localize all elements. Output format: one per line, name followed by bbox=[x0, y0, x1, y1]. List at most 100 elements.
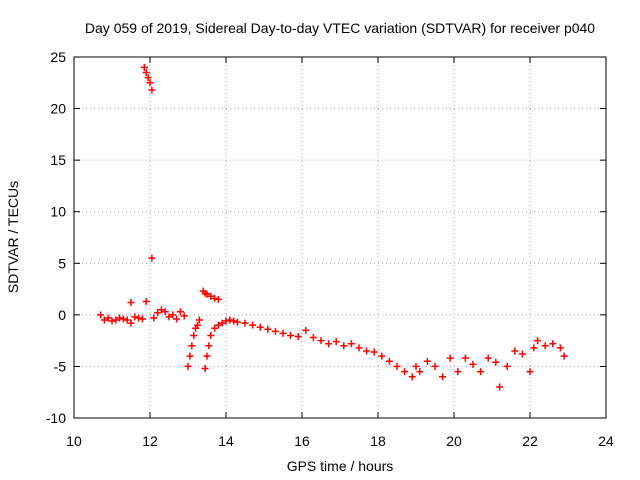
y-tick-label: 5 bbox=[58, 255, 66, 271]
data-point bbox=[161, 308, 169, 316]
y-tick-label: 10 bbox=[50, 204, 66, 220]
x-tick-label: 22 bbox=[522, 433, 538, 449]
data-point bbox=[556, 344, 564, 352]
data-point bbox=[526, 368, 534, 376]
data-point bbox=[541, 342, 549, 350]
data-point bbox=[271, 327, 279, 335]
data-point bbox=[256, 323, 264, 331]
data-point bbox=[112, 316, 120, 324]
data-point bbox=[207, 292, 215, 300]
data-point bbox=[408, 373, 416, 381]
data-point bbox=[534, 337, 542, 345]
x-tick-label: 18 bbox=[370, 433, 386, 449]
data-point bbox=[108, 317, 116, 325]
data-point bbox=[233, 318, 241, 326]
data-point bbox=[138, 315, 146, 323]
data-points bbox=[97, 63, 568, 391]
data-point bbox=[355, 344, 363, 352]
data-point bbox=[173, 315, 181, 323]
data-point bbox=[142, 68, 150, 76]
data-point bbox=[518, 350, 526, 358]
chart-title: Day 059 of 2019, Sidereal Day-to-day VTE… bbox=[85, 20, 595, 36]
data-point bbox=[461, 354, 469, 362]
data-point bbox=[477, 368, 485, 376]
data-point bbox=[144, 74, 152, 82]
data-point bbox=[146, 79, 154, 87]
tick-labels: 10 12 14 16 18 20 22 24 -10 -5 0 5 10 15 20 25 bbox=[46, 49, 614, 449]
x-tick-label: 20 bbox=[446, 433, 462, 449]
y-tick-label: 25 bbox=[50, 49, 66, 65]
data-point bbox=[97, 311, 105, 319]
data-point bbox=[412, 362, 420, 370]
data-point bbox=[195, 316, 203, 324]
data-point bbox=[154, 309, 162, 317]
data-point bbox=[302, 326, 310, 334]
data-point bbox=[214, 295, 222, 303]
data-point bbox=[378, 352, 386, 360]
data-point bbox=[207, 331, 215, 339]
data-point bbox=[454, 368, 462, 376]
data-point bbox=[439, 373, 447, 381]
data-point bbox=[226, 316, 234, 324]
data-point bbox=[148, 86, 156, 94]
data-point bbox=[317, 337, 325, 345]
data-point bbox=[184, 362, 192, 370]
data-point bbox=[176, 308, 184, 316]
data-point bbox=[135, 314, 143, 322]
data-point bbox=[294, 333, 302, 341]
data-point bbox=[241, 319, 249, 327]
grid-lines bbox=[74, 57, 606, 418]
data-point bbox=[530, 344, 538, 352]
x-tick-label: 10 bbox=[66, 433, 82, 449]
data-point bbox=[201, 364, 209, 372]
data-point bbox=[446, 354, 454, 362]
data-point bbox=[287, 331, 295, 339]
data-point bbox=[218, 319, 226, 327]
x-axis-label: GPS time / hours bbox=[287, 458, 394, 474]
data-point bbox=[203, 290, 211, 298]
data-point bbox=[249, 321, 257, 329]
data-point bbox=[560, 352, 568, 360]
data-point bbox=[279, 329, 287, 337]
y-axis-label: SDTVAR / TECUs bbox=[5, 181, 21, 293]
data-point bbox=[123, 316, 131, 324]
plot-border bbox=[73, 56, 607, 419]
data-point bbox=[131, 313, 139, 321]
data-point bbox=[370, 348, 378, 356]
data-point bbox=[100, 316, 108, 324]
x-tick-label: 12 bbox=[142, 433, 158, 449]
data-point bbox=[194, 321, 201, 329]
y-tick-label: 20 bbox=[50, 101, 66, 117]
data-point bbox=[511, 347, 519, 355]
y-tick-label: 15 bbox=[50, 152, 66, 168]
data-point bbox=[190, 331, 198, 339]
data-point bbox=[127, 298, 135, 306]
data-point bbox=[205, 342, 213, 350]
data-point bbox=[203, 352, 211, 360]
data-point bbox=[186, 352, 194, 360]
data-point bbox=[496, 383, 504, 391]
data-point bbox=[401, 368, 409, 376]
data-point bbox=[503, 362, 511, 370]
data-point bbox=[119, 315, 127, 323]
data-point bbox=[142, 297, 150, 305]
data-point bbox=[157, 306, 165, 314]
data-point bbox=[385, 357, 393, 365]
data-point bbox=[431, 362, 439, 370]
data-point bbox=[116, 314, 124, 322]
data-point bbox=[104, 314, 112, 322]
data-point bbox=[127, 319, 135, 327]
data-point bbox=[332, 338, 340, 346]
data-point bbox=[150, 314, 158, 322]
data-point bbox=[180, 312, 188, 320]
data-point bbox=[222, 317, 230, 325]
data-point bbox=[469, 360, 477, 368]
x-tick-label: 14 bbox=[218, 433, 234, 449]
data-point bbox=[309, 334, 317, 342]
data-point bbox=[340, 342, 348, 350]
data-point bbox=[214, 321, 222, 329]
y-tick-label: -5 bbox=[54, 358, 67, 374]
data-point bbox=[492, 358, 500, 366]
